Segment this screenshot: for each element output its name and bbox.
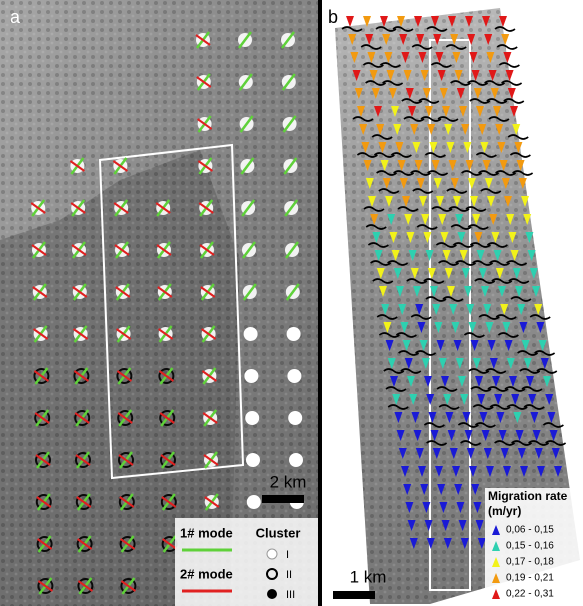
cluster-mark [244,327,258,341]
cluster-mark [289,453,303,467]
legend-label: 0,06 - 0,15 [506,525,554,536]
legend-label: 2# mode [180,566,233,581]
legend-title: Migration rate [488,489,568,503]
scale-label: 2 km [270,472,307,491]
figure: a 2 km 1# mode 2# mode Cluster I II III … [0,0,583,606]
legend-label: 0,19 - 0,21 [506,573,554,584]
cluster-mark [288,411,302,425]
texture-a [0,0,318,606]
panel-label: b [328,7,338,27]
cluster-symbol [267,549,277,559]
scale-bar [262,495,304,503]
cluster-mark [287,327,301,341]
cluster-label: III [286,589,295,601]
legend-label: 0,17 - 0,18 [506,557,554,568]
cluster-label: I [286,549,289,561]
divider [318,0,322,606]
cluster-symbol [267,589,277,599]
cluster-label: II [286,569,292,581]
cluster-mark [247,495,261,509]
cluster-mark [244,369,258,383]
scale-bar [333,591,375,599]
panel-label: a [10,7,21,27]
legend-label: 1# mode [180,525,233,540]
legend-title: Cluster [256,525,301,540]
cluster-mark [246,453,260,467]
legend-label: 0,15 - 0,16 [506,541,554,552]
legend-label: 0,22 - 0,31 [506,589,554,600]
legend-unit: (m/yr) [488,504,521,518]
cluster-mark [287,369,301,383]
scale-label: 1 km [350,567,387,586]
cluster-mark [245,411,259,425]
